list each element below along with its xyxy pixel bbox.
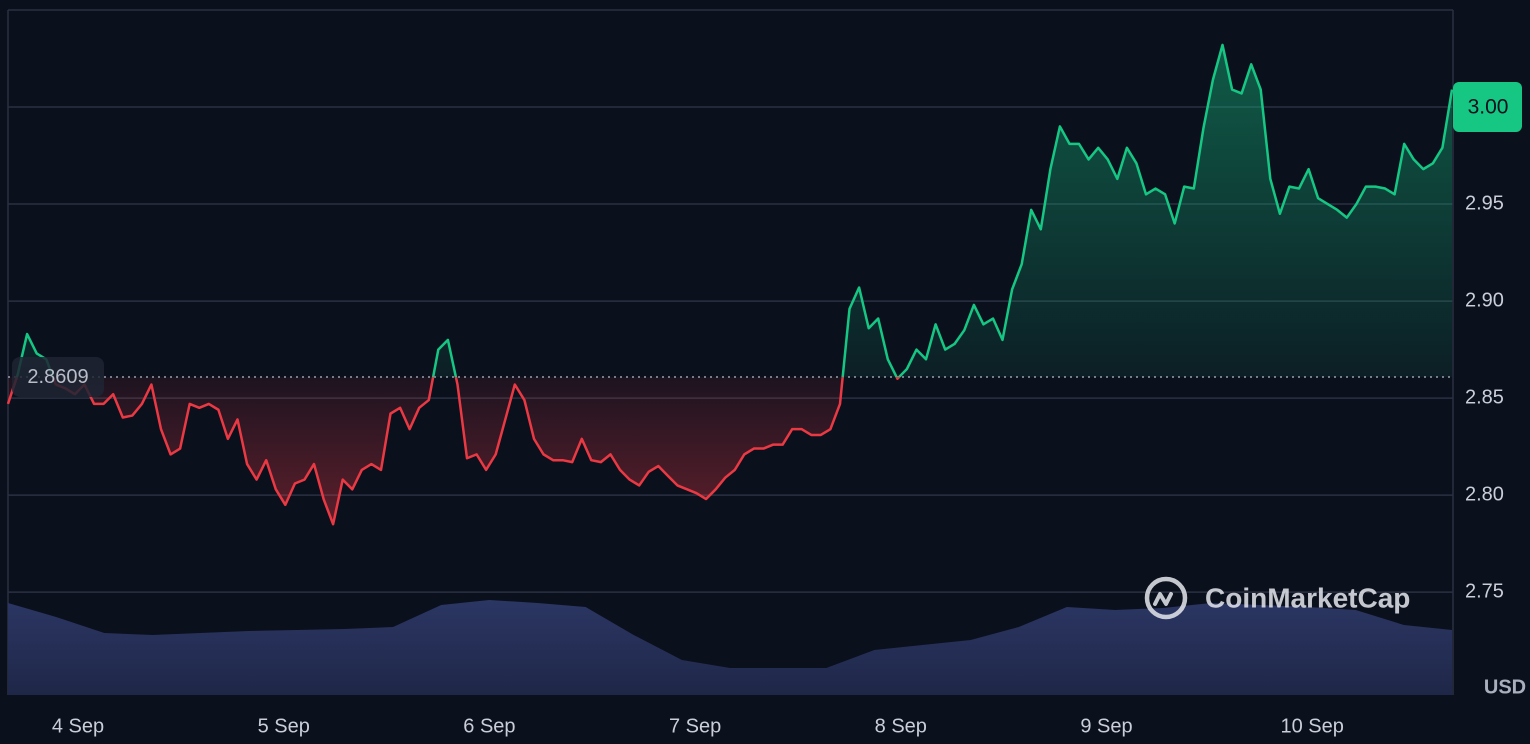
logo-mark [1153, 592, 1173, 606]
last-price-label: 3.00 [1468, 96, 1509, 119]
y-tick-label: 2.90 [1465, 289, 1504, 311]
y-tick-label: 2.75 [1465, 580, 1504, 602]
watermark: CoinMarketCap [1144, 576, 1410, 620]
x-tick-label: 9 Sep [1080, 715, 1132, 737]
logo [1144, 576, 1188, 620]
x-tick-label: 8 Sep [875, 715, 927, 737]
y-tick-label: 2.80 [1465, 483, 1504, 505]
x-tick-label: 7 Sep [669, 715, 721, 737]
reference-label: 2.8609 [27, 366, 88, 388]
x-tick-label: 5 Sep [258, 715, 310, 737]
last-price-pill [1453, 82, 1522, 133]
price [6, 43, 1454, 526]
labels: 2.75 2.80 2.85 2.90 2.95 3.00 4 Sep 5 Sep 6 Sep 7… [12, 82, 1522, 737]
x-tick-label: 10 Sep [1281, 715, 1344, 737]
price-line [6, 43, 1454, 526]
x-tick-label: 4 Sep [52, 715, 104, 737]
price-area [8, 44, 1452, 525]
watermark-text: CoinMarketCap [1205, 582, 1410, 613]
currency: USD [1484, 676, 1526, 698]
volume-area [8, 600, 1452, 695]
x-tick-label: 6 Sep [463, 715, 515, 737]
y-tick-label: 2.95 [1465, 192, 1504, 214]
volume [8, 600, 1452, 695]
y-tick-label: 2.85 [1465, 386, 1504, 408]
reference-pill [12, 356, 104, 397]
